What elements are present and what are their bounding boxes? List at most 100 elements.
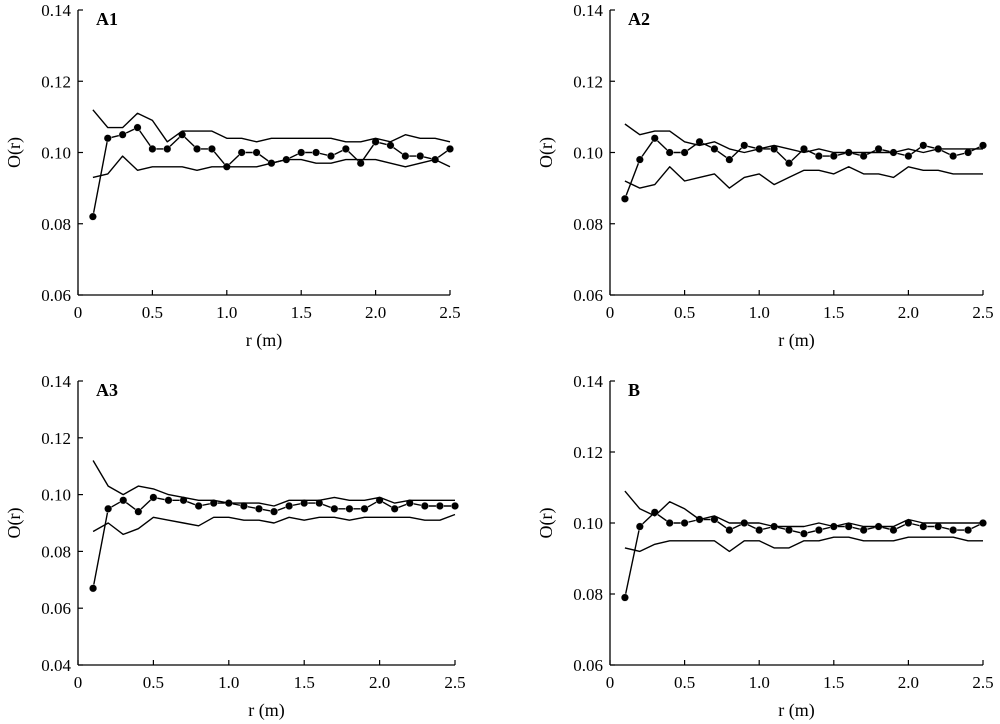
x-axis-label: r (m): [778, 700, 814, 721]
data-point: [300, 499, 309, 508]
data-point: [104, 504, 113, 513]
envelope-line: [92, 513, 456, 536]
y-tick-label: 0.08: [573, 215, 603, 234]
y-axis-label: O(r): [4, 508, 25, 539]
x-axis-label: r (m): [778, 330, 814, 351]
data-point: [620, 194, 629, 203]
data-point: [725, 155, 734, 164]
data-point: [312, 148, 321, 157]
x-tick-label: 2.0: [369, 673, 390, 692]
x-tick-label: 0: [74, 303, 83, 322]
data-point: [239, 501, 248, 510]
x-tick-label: 0: [606, 673, 615, 692]
data-point: [386, 141, 395, 150]
data-point: [119, 496, 128, 505]
envelope-line: [624, 536, 983, 553]
data-point: [330, 504, 339, 513]
x-tick-label: 2.5: [444, 673, 465, 692]
data-point: [326, 152, 335, 161]
chart-panel-3: 0.04 0.06 0.08 0.10 0.12 0.14 0 0.5 1.0 1.5 2.0 2.5…: [4, 372, 466, 721]
panel-title: A2: [628, 9, 650, 29]
y-tick-label: 0.06: [41, 286, 71, 305]
data-point: [360, 504, 369, 513]
data-point: [88, 212, 97, 221]
data-point: [859, 526, 868, 535]
data-point: [118, 130, 127, 139]
data-point: [163, 144, 172, 153]
panel-title: A3: [96, 380, 118, 400]
data-point: [133, 123, 142, 132]
data-point: [390, 504, 399, 513]
data-point: [979, 141, 988, 150]
data-point: [446, 144, 455, 153]
x-tick-label: 2.0: [898, 673, 919, 692]
data-point: [103, 134, 112, 143]
x-tick-label: 1.0: [749, 303, 770, 322]
chart-panel-1: 0.06 0.08 0.10 0.12 0.14 0 0.5 1.0 1.5 2.0 2.5 A1 r …: [4, 1, 461, 351]
data-point: [252, 148, 261, 157]
data-point: [904, 152, 913, 161]
x-tick-label: 1.0: [216, 303, 237, 322]
data-point: [964, 526, 973, 535]
y-tick-label: 0.08: [573, 585, 603, 604]
y-tick-label: 0.12: [41, 429, 71, 448]
y-tick-label: 0.08: [41, 542, 71, 561]
data-point: [934, 522, 943, 531]
y-tick-label: 0.10: [41, 486, 71, 505]
data-point: [164, 496, 173, 505]
data-point: [814, 526, 823, 535]
data-point: [680, 148, 689, 157]
data-point: [178, 130, 187, 139]
y-tick-label: 0.14: [41, 372, 71, 391]
x-tick-label: 1.5: [291, 303, 312, 322]
y-tick-label: 0.10: [573, 144, 603, 163]
data-point: [785, 526, 794, 535]
x-tick-label: 1.0: [218, 673, 239, 692]
y-tick-label: 0.04: [41, 656, 71, 675]
y-tick-label: 0.12: [41, 72, 71, 91]
envelope-line: [624, 490, 983, 528]
data-point: [785, 159, 794, 168]
data-point: [356, 159, 365, 168]
envelope-line: [92, 155, 451, 179]
x-tick-label: 1.5: [294, 673, 315, 692]
data-point: [149, 493, 158, 502]
data-point: [341, 144, 350, 153]
data-point: [134, 507, 143, 516]
panel-title: B: [628, 380, 640, 400]
x-tick-label: 1.5: [823, 673, 844, 692]
data-point: [635, 155, 644, 164]
panel-title: A1: [96, 9, 118, 29]
data-point: [635, 522, 644, 531]
data-point: [889, 526, 898, 535]
x-tick-label: 2.0: [898, 303, 919, 322]
x-tick-label: 2.5: [972, 673, 993, 692]
envelope-line: [92, 109, 451, 143]
observed-series-line: [92, 126, 451, 217]
x-tick-label: 0.5: [142, 303, 163, 322]
data-point: [814, 152, 823, 161]
y-tick-label: 0.06: [41, 599, 71, 618]
y-tick-label: 0.12: [573, 72, 603, 91]
x-tick-label: 0.5: [143, 673, 164, 692]
observed-series-line: [624, 511, 984, 598]
y-tick-label: 0.14: [573, 1, 603, 20]
y-tick-label: 0.14: [41, 1, 71, 20]
y-tick-label: 0.10: [573, 514, 603, 533]
data-point: [874, 144, 883, 153]
y-tick-label: 0.12: [573, 443, 603, 462]
y-axis-label: O(r): [536, 508, 557, 539]
data-point: [740, 141, 749, 150]
data-point: [650, 134, 659, 143]
data-point: [401, 152, 410, 161]
data-point: [829, 152, 838, 161]
data-point: [237, 148, 246, 157]
x-tick-label: 0.5: [674, 673, 695, 692]
y-tick-label: 0.06: [573, 656, 603, 675]
data-point: [148, 144, 157, 153]
data-point: [919, 522, 928, 531]
data-point: [207, 144, 216, 153]
envelope-line: [92, 460, 455, 507]
x-tick-label: 0: [606, 303, 615, 322]
